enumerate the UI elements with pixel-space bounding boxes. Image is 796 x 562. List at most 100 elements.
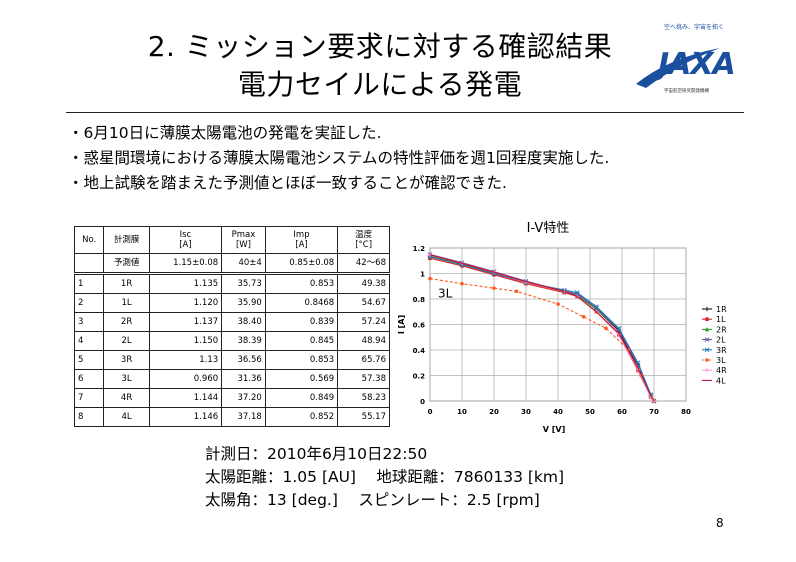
iv-chart: 0 0.2 0.4 0.6 0.8 1 1.2 0 10 20 30 40 50 60 70 80 I-V特性 V… [397,221,727,434]
table-cell-no: 1 [73,273,105,294]
table-cell-imp: 0.569 [264,369,339,389]
legend-label: 4L [716,376,726,385]
legend-label: 1R [716,305,727,314]
table-cell-temp: 57.24 [337,312,390,332]
bullet-list: ・6月10日に薄膜太陽電池の発電を実証した. ・惑星間環境における薄膜太陽電池シ… [68,121,609,196]
y-tick-label: 1 [420,271,425,279]
legend-label: 3L [716,356,726,365]
table-cell-isc: 1.137 [148,312,223,332]
data-point [705,317,709,321]
title-line-2: 電力セイルによる発電 [237,68,523,101]
table-cell-imp: 0.849 [264,388,339,408]
table-cell-temp: 49.38 [337,273,390,294]
table-cell-isc: 1.13 [148,350,223,370]
table-cell-no: 3 [73,312,105,332]
series-line-4l [429,254,655,402]
table-cell-pmax: 35.73 [221,273,266,294]
col-header-temp: 温度 [°C] [337,226,390,254]
table-cell [73,253,105,275]
table-cell-no: 8 [73,407,105,427]
series-annotation-3l: 3L [438,287,453,301]
prediction-imp: 0.85±0.08 [264,253,339,275]
data-point [574,290,580,295]
table-cell-film: 3R [103,350,150,370]
jaxa-logo: JAXA [636,47,736,88]
y-tick-label: 0.4 [413,347,426,355]
bullet-item: ・惑星間環境における薄膜太陽電池システムの特性評価を週1回程度実施した. [68,149,610,167]
prediction-isc: 1.15±0.08 [148,253,223,275]
data-point [556,302,560,306]
col-header-imp: Imp [A] [264,226,339,254]
table-cell-pmax: 38.39 [221,331,266,351]
table-cell-film: 2L [103,331,150,351]
data-point [492,286,496,290]
x-tick-label: 40 [553,408,563,416]
prediction-pmax: 40±4 [221,253,266,275]
data-point [581,315,586,319]
caption-angles: 太陽角：13 [deg.] スピンレート：2.5 [rpm] [205,491,540,509]
table-row: 7 4R 1.144 37.20 0.849 58.23 [73,388,390,408]
col-header-no: No. [73,226,105,254]
bullet-item: ・6月10日に薄膜太陽電池の発電を実証した. [68,124,382,142]
table-cell-isc: 1.144 [148,388,223,408]
data-point [704,327,710,332]
table-row: 2 1L 1.120 35.90 0.8468 54.67 [73,293,390,313]
title-line-1: 2. ミッション要求に対する確認結果 [147,30,613,63]
title-divider [66,112,744,113]
legend-label: 4R [716,366,727,375]
table-row: 3 2R 1.137 38.40 0.839 57.24 [73,312,390,332]
table-cell-no: 5 [73,350,105,370]
table-cell-film: 1R [103,273,150,294]
data-point [514,289,519,294]
prediction-row: 予測値 1.15±0.08 40±4 0.85±0.08 42～68 [73,253,390,275]
caption-date: 計測日：2010年6月10日22:50 [205,445,428,463]
table-cell-pmax: 37.20 [221,388,266,408]
table-body: 予測値 1.15±0.08 40±4 0.85±0.08 42～68 1 1R 1.… [73,253,390,427]
y-tick-label: 0.2 [413,373,426,381]
table-cell-film: 4L [103,407,150,427]
col-header-pmax: Pmax [W] [221,226,266,254]
table-cell-pmax: 36.56 [221,350,266,370]
table-cell-no: 7 [73,388,105,408]
caption-distances: 太陽距離：1.05 [AU] 地球距離：7860133 [km] [205,468,565,486]
data-point [616,326,622,331]
slide-title: 2. ミッション要求に対する確認結果 電力セイルによる発電 [120,28,640,104]
data-point [428,276,432,281]
data-point [460,281,464,286]
prediction-temp: 42～68 [337,253,390,275]
table-cell-temp: 58.23 [337,388,390,408]
data-point [635,360,641,366]
table-cell-imp: 0.853 [264,350,339,370]
table-cell-pmax: 35.90 [221,293,266,313]
logo-subtext: 宇宙航空研究開発機構 [664,89,709,94]
y-axis-label: I [A] [397,315,406,334]
table-row: 6 3L 0.960 31.36 0.569 57.38 [73,369,390,389]
table-cell-isc: 0.960 [148,369,223,389]
table-cell-isc: 1.120 [148,293,223,313]
table-row: 4 2L 1.150 38.39 0.845 48.94 [73,331,390,351]
page-number: 8 [716,516,724,530]
table-cell-no: 6 [73,369,105,389]
table-cell-temp: 65.76 [337,350,390,370]
table-header-row: No. 計測膜 Isc [A] Pmax [W] Imp [A] 温度 [°C] [73,226,390,254]
data-point [704,337,710,342]
table-cell-imp: 0.853 [264,273,339,294]
x-tick-label: 20 [489,408,499,416]
data-point [594,305,599,311]
data-point [704,306,710,312]
table-cell-pmax: 31.36 [221,369,266,389]
x-tick-label: 30 [521,408,531,416]
table-cell-imp: 0.839 [264,312,339,332]
x-tick-label: 10 [457,408,467,416]
x-tick-label: 50 [585,408,595,416]
table-cell-imp: 0.8468 [264,293,339,313]
data-point [594,306,599,311]
table-cell-imp: 0.852 [264,407,339,427]
x-tick-label: 0 [428,408,433,416]
table-cell-temp: 54.67 [337,293,390,313]
table-cell-pmax: 38.40 [221,312,266,332]
data-point [460,264,464,268]
table-cell-temp: 55.17 [337,407,390,427]
y-tick-label: 0.8 [413,296,426,304]
measurement-table: No. 計測膜 Isc [A] Pmax [W] Imp [A] 温度 [°C]… [73,226,390,427]
